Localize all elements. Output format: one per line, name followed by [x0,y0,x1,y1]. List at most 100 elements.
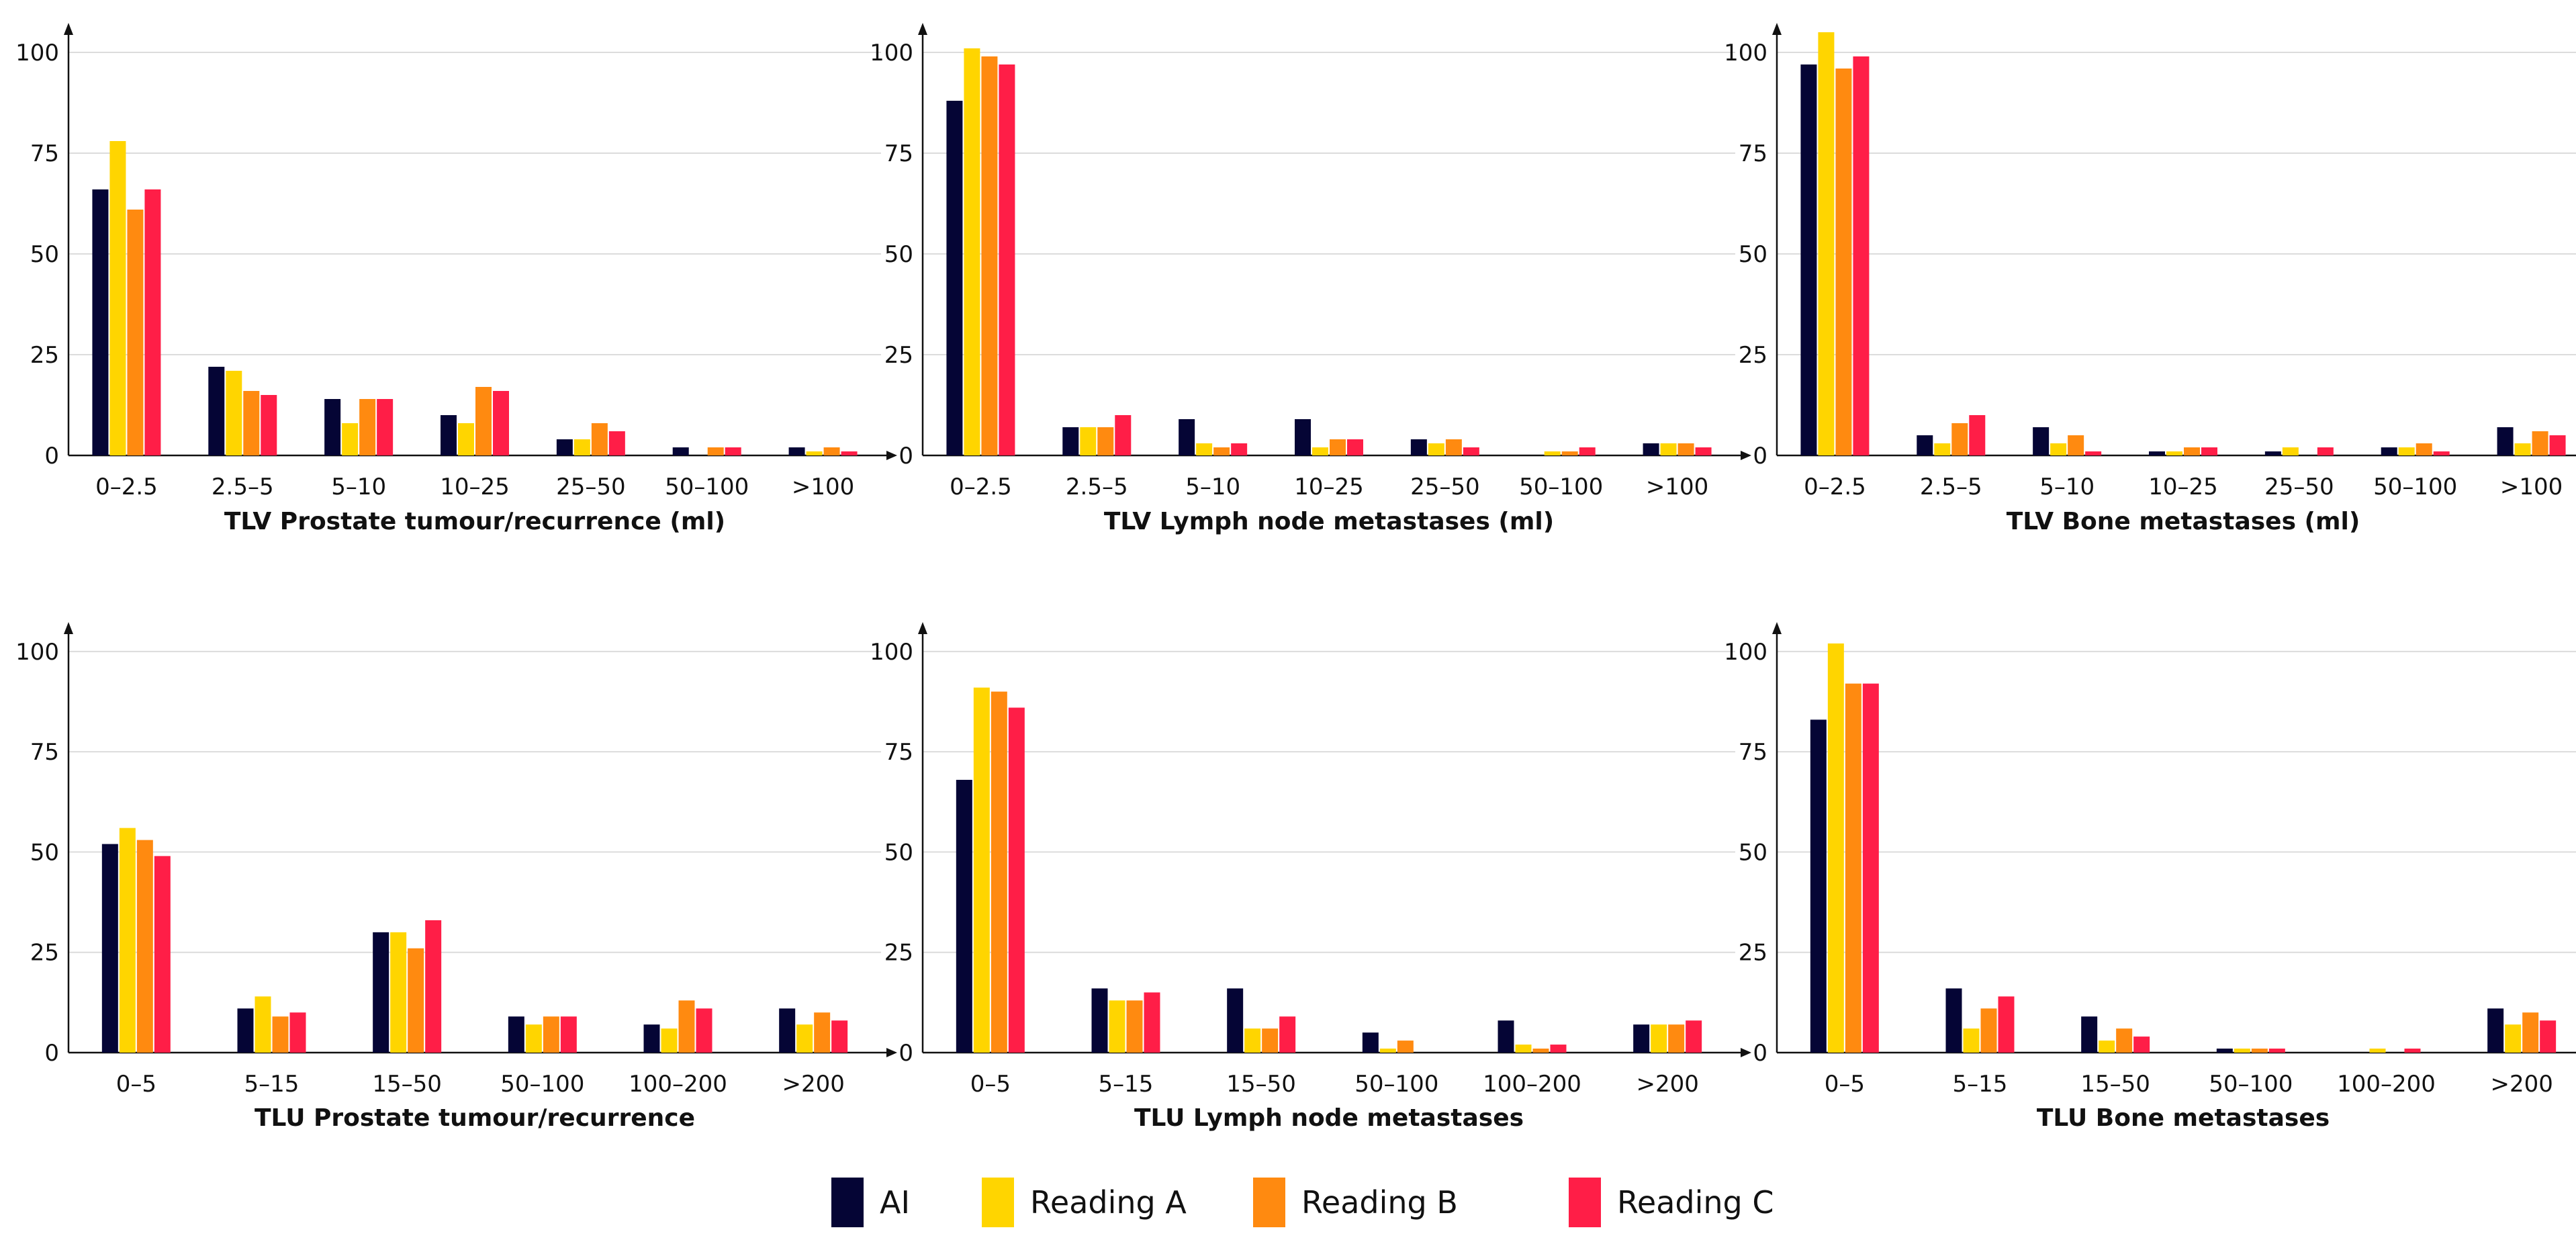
bar-reading-a-100-200 [1515,1045,1532,1053]
x-tick-label: 25–50 [1410,474,1480,500]
bar-reading-a-200 [1651,1024,1667,1053]
bar-reading-b-25-50 [591,423,608,455]
x-tick-label: 50–100 [665,474,749,500]
y-tick-label: 0 [1753,443,1767,470]
bar-reading-b-10-25 [2184,447,2200,455]
x-tick-label: 25–50 [556,474,626,500]
x-axis-arrow [1741,1048,1751,1057]
bar-ai-5-10 [324,399,341,455]
x-axis-arrow [886,1048,897,1057]
bar-reading-b-50-100 [707,447,724,455]
bar-reading-b-200 [814,1012,831,1053]
bar-reading-a-0-5 [119,828,136,1053]
bar-reading-c-2-5-5 [261,395,277,455]
chart-tlu-lymph-node-metastases: 0 25 50 75 100 0–5 5–15 15–50 50–100 100–200 >200 T… [870,622,1751,1132]
bar-reading-a-100-200 [2369,1049,2386,1053]
bar-reading-c-2-5-5 [1969,415,1986,455]
x-tick-label: 10–25 [440,474,510,500]
x-tick-label: >200 [2490,1071,2552,1098]
bar-ai-200 [779,1008,796,1053]
x-tick-label: 0–5 [970,1071,1011,1098]
x-tick-label: 15–50 [1226,1071,1296,1098]
bar-reading-c-0-5 [154,856,171,1053]
x-tick-label: >200 [1636,1071,1698,1098]
y-axis-arrow [918,622,927,634]
bar-ai-5-15 [1945,988,1962,1053]
chart-tlv-lymph-node-metastases-ml: 0 25 50 75 100 0–2.5 2.5–5 5–10 10–25 25–50 50–100… [870,23,1751,535]
y-tick-label: 25 [30,940,59,967]
x-tick-label: 50–100 [1519,474,1603,500]
chart-tlu-prostate-tumour-recurrence: 0 25 50 75 100 0–5 5–15 15–50 50–100 100–200 >200 T… [15,622,897,1132]
bar-ai-15-50 [373,932,389,1053]
legend-item-reading-b: Reading B [1253,1178,1458,1227]
y-axis-arrow [64,622,73,634]
bar-ai-50-100 [1362,1032,1379,1053]
bar-ai-0-2-5 [1800,64,1817,455]
x-tick-label: 0–2.5 [95,474,158,500]
bar-reading-c-15-50 [2133,1036,2150,1053]
bar-reading-a-2-5-5 [1934,443,1951,455]
bar-reading-a-0-2-5 [964,48,980,455]
x-tick-label: 10–25 [2148,474,2218,500]
bar-reading-a-0-5 [1827,643,1844,1053]
bar-reading-b-5-15 [1126,1000,1143,1053]
bar-reading-a-50-100 [1379,1049,1396,1053]
bar-reading-c-15-50 [1279,1016,1296,1053]
x-tick-label: 2.5–5 [212,474,274,500]
bar-reading-c-5-10 [2085,451,2102,455]
bar-reading-c-25-50 [2317,447,2334,455]
bar-reading-a-100 [806,451,823,455]
bar-reading-b-200 [1668,1024,1685,1053]
bar-reading-a-5-15 [1109,1000,1125,1053]
x-tick-label: >100 [792,474,854,500]
y-tick-label: 0 [1753,1040,1767,1067]
x-tick-label: 5–10 [331,474,386,500]
bar-ai-25-50 [556,439,573,455]
bar-ai-2-5-5 [1917,435,1933,455]
bar-ai-5-10 [2033,427,2050,455]
y-tick-label: 100 [15,40,59,67]
y-tick-label: 75 [30,140,59,167]
bar-ai-2-5-5 [1062,427,1079,455]
bar-ai-200 [1633,1024,1650,1053]
y-tick-label: 25 [884,940,913,967]
bar-reading-a-0-2-5 [109,141,126,455]
x-tick-label: >100 [2500,474,2563,500]
bar-ai-25-50 [2264,451,2281,455]
bar-reading-a-100-200 [661,1028,678,1053]
bar-reading-b-5-15 [272,1016,289,1053]
bar-ai-10-25 [441,415,457,455]
bar-reading-b-15-50 [2116,1028,2133,1053]
y-axis-arrow [918,23,927,35]
bar-reading-b-5-10 [2068,435,2084,455]
x-tick-label: 0–5 [1825,1071,1865,1098]
bar-reading-a-5-15 [255,996,271,1053]
bar-ai-15-50 [2081,1016,2098,1053]
bar-ai-10-25 [2149,451,2165,455]
y-tick-label: 100 [15,639,59,666]
bar-reading-c-100 [841,451,858,455]
legend: AI Reading A Reading B Reading C [831,1178,1774,1227]
bar-ai-100-200 [643,1024,660,1053]
bar-reading-c-5-10 [1231,443,1248,455]
bar-reading-a-10-25 [458,423,474,455]
x-tick-label: 5–10 [2039,474,2095,500]
x-tick-label: >200 [782,1071,844,1098]
bar-reading-a-0-2-5 [1818,32,1835,455]
bar-ai-0-2-5 [92,189,109,455]
x-tick-label: 15–50 [372,1071,442,1098]
bar-reading-b-100 [823,447,840,455]
bar-reading-b-50-100 [543,1016,559,1053]
bar-reading-c-10-25 [1347,439,1363,455]
x-axis-title: TLV Lymph node metastases (ml) [1104,508,1554,535]
bar-reading-b-100-200 [1532,1049,1549,1053]
legend-swatch [1569,1178,1601,1227]
bar-reading-a-10-25 [1312,447,1328,455]
bar-ai-50-100 [2381,447,2397,455]
x-tick-label: 50–100 [2373,474,2457,500]
x-tick-label: 50–100 [2209,1071,2293,1098]
legend-item-reading-c: Reading C [1569,1178,1774,1227]
bar-reading-c-100 [1695,447,1712,455]
bar-reading-b-0-2-5 [127,210,144,455]
